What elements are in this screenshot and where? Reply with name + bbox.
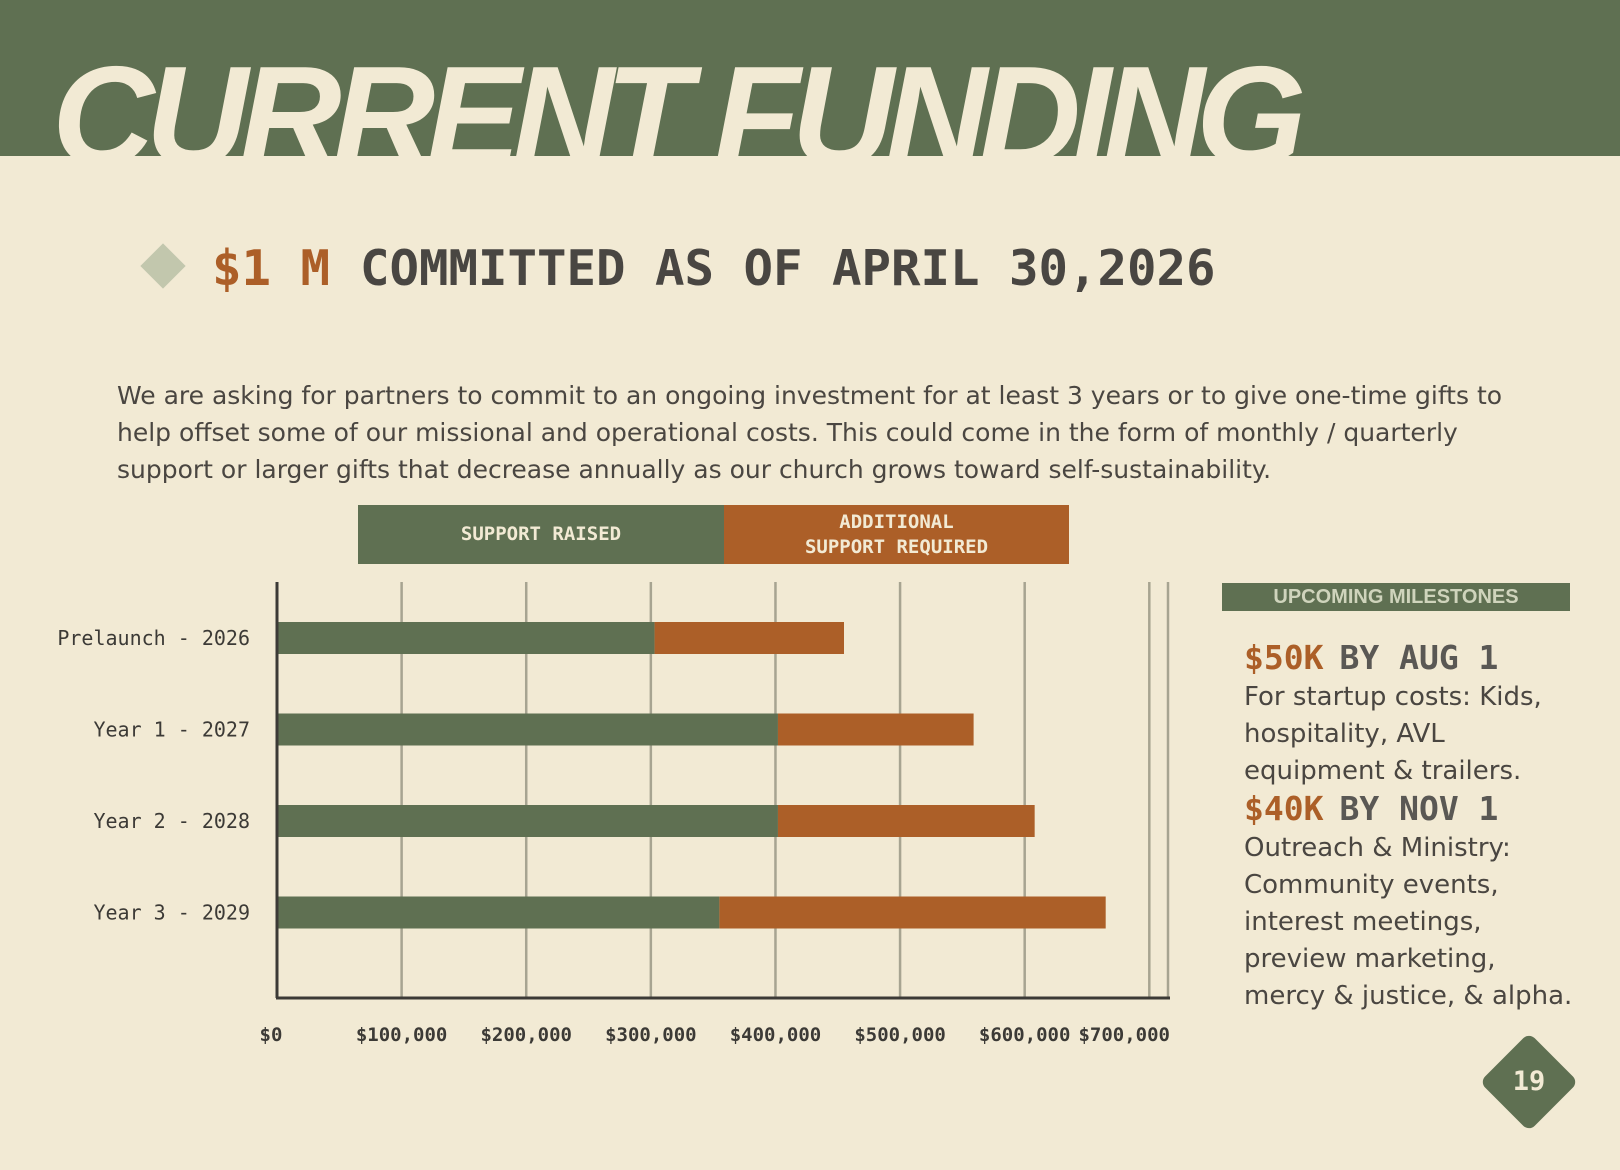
milestones-heading: UPCOMING MILESTONES: [1222, 583, 1570, 611]
headline-amount: $1 M: [212, 240, 331, 297]
milestone-amount: $50K: [1244, 638, 1324, 677]
category-label: Year 3 - 2029: [93, 901, 250, 925]
milestone-2: $40K BY NOV 1 Outreach & Ministry: Commun…: [1244, 788, 1574, 1015]
funding-bar-chart: Prelaunch - 2026 Year 1 - 2027 Year 2 - 20…: [57, 582, 1170, 1046]
milestone-label: BY NOV 1: [1339, 789, 1499, 828]
milestone-1: $50K BY AUG 1 For startup costs: Kids, ho…: [1244, 637, 1574, 790]
milestone-title: $40K BY NOV 1: [1244, 788, 1574, 830]
legend-support-raised: SUPPORT RAISED: [358, 505, 724, 564]
x-tick-label: $300,000: [605, 1024, 697, 1046]
bar-additional-support: [719, 896, 1106, 929]
headline-text: COMMITTED AS OF APRIL 30,2026: [360, 240, 1216, 297]
category-label: Year 2 - 2028: [93, 809, 250, 833]
x-tick-label: $500,000: [854, 1024, 946, 1046]
bar-support-raised: [277, 622, 655, 654]
milestone-title: $50K BY AUG 1: [1244, 637, 1574, 679]
bar-support-raised: [277, 805, 778, 837]
x-tick-label: $200,000: [480, 1024, 572, 1046]
milestone-amount: $40K: [1244, 789, 1324, 828]
category-label: Year 1 - 2027: [93, 718, 250, 742]
x-tick-label: $400,000: [730, 1024, 822, 1046]
page-title: CURRENT FUNDING: [52, 37, 1306, 156]
milestone-description: Outreach & Ministry: Community events, i…: [1244, 833, 1573, 1011]
x-tick-label: $600,000: [979, 1024, 1071, 1046]
category-label: Prelaunch - 2026: [57, 626, 250, 650]
bar-support-raised: [277, 896, 720, 929]
bar-additional-support: [777, 713, 974, 746]
headline: $1 M COMMITTED AS OF APRIL 30,2026: [212, 240, 1216, 298]
bar-additional-support: [654, 622, 844, 654]
intro-paragraph: We are asking for partners to commit to …: [117, 381, 1503, 484]
page-number: 19: [1512, 1066, 1546, 1097]
milestone-label: BY AUG 1: [1339, 638, 1499, 677]
x-tick-label: $0: [260, 1024, 283, 1046]
header-band: [0, 0, 1620, 156]
chart-legend: SUPPORT RAISED ADDITIONAL SUPPORT REQUIR…: [358, 505, 1069, 564]
bar-additional-support: [777, 805, 1035, 837]
legend-additional-support: ADDITIONAL SUPPORT REQUIRED: [724, 505, 1069, 564]
x-tick-label: $700,000: [1078, 1024, 1170, 1046]
bar-support-raised: [277, 713, 778, 746]
x-tick-label: $100,000: [356, 1024, 448, 1046]
milestone-description: For startup costs: Kids, hospitality, AV…: [1244, 682, 1542, 786]
